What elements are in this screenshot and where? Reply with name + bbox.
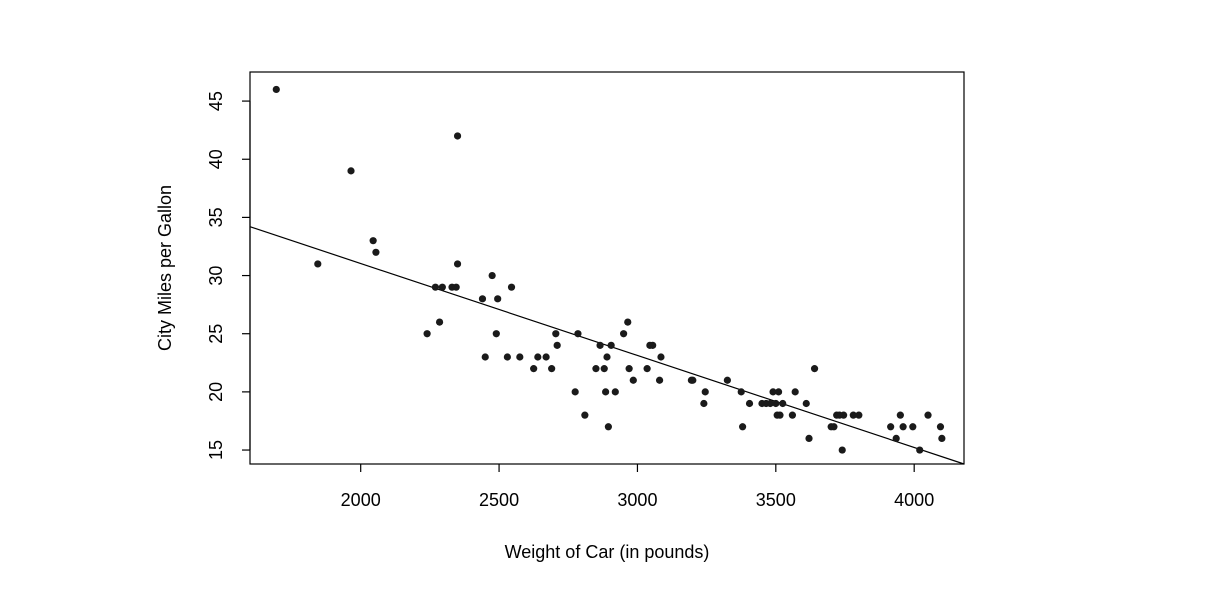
data-point (840, 411, 848, 419)
data-point (603, 353, 611, 361)
data-point (855, 411, 863, 419)
data-point (272, 85, 280, 94)
data-point (548, 365, 556, 373)
data-point (534, 353, 542, 361)
regression-line (249, 226, 965, 465)
plot-frame (249, 71, 965, 465)
data-point (314, 260, 322, 268)
data-point (611, 388, 619, 396)
data-point (530, 365, 538, 373)
data-point (892, 434, 900, 443)
data-point (896, 411, 904, 419)
data-point (552, 330, 560, 338)
data-point (494, 295, 502, 303)
data-point (788, 411, 797, 419)
data-point (909, 423, 917, 431)
data-point (655, 376, 664, 384)
data-point (899, 423, 907, 431)
data-point (604, 423, 612, 431)
data-point (772, 399, 780, 408)
data-point (372, 248, 380, 256)
data-points (272, 85, 946, 454)
data-point (802, 399, 810, 408)
data-point (700, 399, 708, 408)
data-point (924, 411, 932, 419)
x-tick-label: 3000 (617, 490, 657, 510)
data-point (347, 167, 355, 175)
x-tick-label: 2000 (341, 490, 381, 510)
data-point (600, 365, 608, 373)
data-point (689, 376, 697, 384)
y-tick-label: 15 (206, 440, 226, 460)
data-point (838, 446, 846, 454)
y-tick-label: 25 (206, 324, 226, 344)
data-point (737, 388, 745, 396)
data-point (625, 365, 633, 373)
y-tick-label: 20 (206, 382, 226, 402)
data-point (776, 411, 784, 419)
data-point (423, 330, 431, 338)
x-axis: 2000 2500 3000 3500 4000 (341, 464, 934, 510)
data-point (849, 411, 857, 419)
data-point (581, 411, 589, 419)
y-tick-label: 40 (206, 149, 226, 169)
data-point (805, 434, 813, 443)
data-point (574, 330, 582, 338)
y-tick-label: 35 (206, 207, 226, 227)
data-point (745, 399, 754, 408)
data-point (607, 341, 615, 349)
data-point (887, 423, 895, 431)
data-point (542, 353, 550, 361)
x-tick-label: 3500 (756, 490, 796, 510)
data-point (791, 388, 799, 396)
data-point (571, 388, 579, 396)
data-point (769, 388, 777, 396)
x-tick-label: 4000 (894, 490, 934, 510)
data-point (431, 283, 440, 291)
y-tick-label: 45 (206, 91, 226, 111)
data-point (592, 365, 600, 373)
data-point (938, 434, 946, 443)
data-point (830, 423, 838, 431)
data-point (657, 353, 665, 361)
data-point (701, 388, 709, 396)
data-point (369, 237, 377, 245)
data-point (507, 283, 516, 291)
data-point (629, 376, 637, 384)
data-point (503, 353, 511, 361)
data-point (516, 353, 524, 361)
x-axis-title: Weight of Car (in pounds) (505, 542, 710, 562)
data-point (492, 330, 500, 338)
y-axis: 15 20 25 30 35 40 45 (206, 91, 251, 460)
data-point (481, 353, 489, 361)
data-point (779, 399, 787, 408)
data-point (649, 341, 657, 349)
data-point (435, 318, 444, 326)
data-point (452, 283, 460, 291)
data-point (739, 423, 747, 431)
data-point (774, 388, 783, 396)
data-point (936, 423, 945, 431)
data-point (916, 446, 924, 454)
data-point (620, 330, 628, 338)
data-point (602, 388, 610, 396)
data-point (453, 132, 462, 140)
data-point (624, 318, 632, 326)
data-point (478, 295, 487, 303)
data-point (553, 341, 561, 349)
data-point (488, 271, 496, 280)
data-point (766, 399, 774, 408)
y-tick-label: 30 (206, 266, 226, 286)
y-axis-title: City Miles per Gallon (155, 185, 175, 351)
data-point (596, 341, 604, 349)
data-point (438, 283, 446, 291)
data-point (810, 365, 819, 373)
x-tick-label: 2500 (479, 490, 519, 510)
data-point (643, 365, 651, 373)
data-point (723, 376, 731, 384)
data-point (453, 260, 462, 268)
